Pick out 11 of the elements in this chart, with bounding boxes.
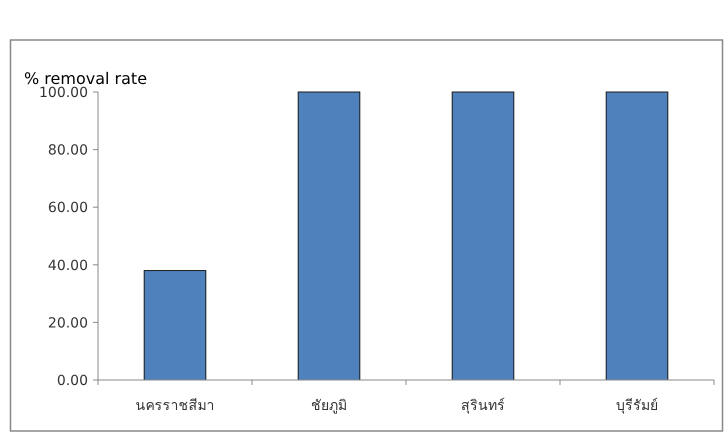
x-tick-label: สุรินทร์	[461, 397, 505, 414]
y-tick-label: 0.00	[56, 373, 88, 389]
x-tick-label: นครราชสีมา	[136, 398, 214, 414]
chart-title: % removal rate	[24, 69, 148, 88]
x-tick-label: บุรีรัมย์	[616, 397, 658, 414]
y-tick-label: 40.00	[48, 258, 88, 274]
y-tick-label: 100.00	[39, 85, 88, 101]
y-tick-label: 80.00	[48, 142, 88, 159]
y-tick-label: 60.00	[48, 200, 88, 216]
y-tick-label: 20.00	[48, 315, 88, 332]
x-tick-label: ชัยภูมิ	[311, 398, 347, 414]
